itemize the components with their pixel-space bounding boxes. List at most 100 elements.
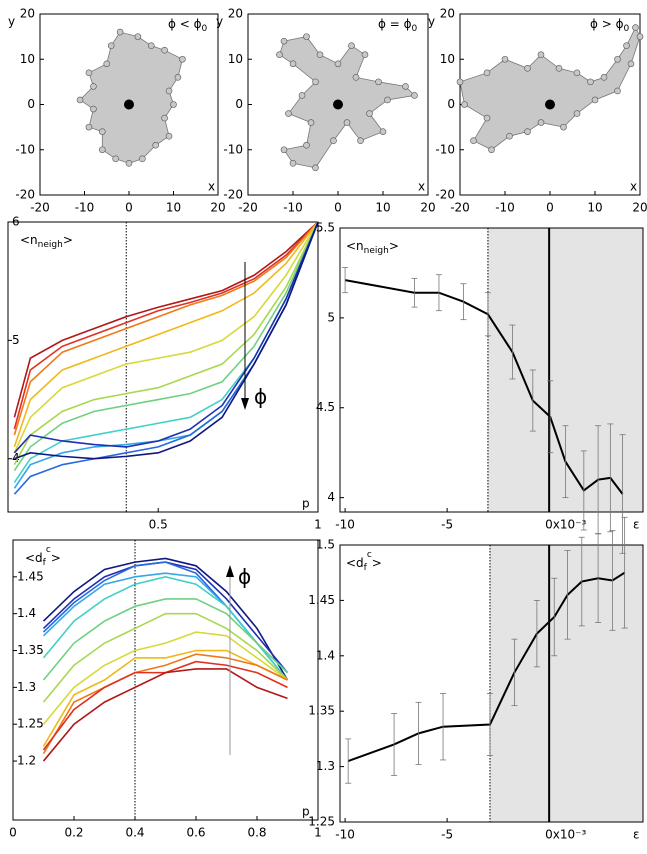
axes-frame [339, 544, 644, 823]
data-line [42, 649, 288, 747]
cluster-particle [330, 137, 337, 144]
cluster-particle [411, 92, 418, 99]
y-axis-label-part: > [51, 551, 61, 565]
error-bar [595, 425, 602, 534]
y-axis-label-part: <d [346, 556, 364, 570]
cluster-particle [587, 78, 594, 86]
cluster-particle [636, 33, 644, 40]
x-tick-label: -5 [441, 828, 453, 842]
cluster-particle [76, 96, 84, 104]
arrow-head [241, 398, 249, 410]
y-tick-label: 4 [327, 490, 335, 504]
data-line [13, 221, 319, 454]
cluster-particle [614, 55, 621, 63]
x-tick-label: 10 [375, 201, 390, 215]
y-axis-label-part: neigh [38, 240, 63, 250]
seed-particle [124, 99, 134, 110]
y-tick-label: 10 [440, 52, 455, 66]
y-tick-label: -20 [223, 188, 243, 202]
cluster-particle [614, 87, 621, 95]
cluster-particle [161, 46, 168, 54]
cluster-particle [632, 24, 639, 31]
y-tick-label: 0 [447, 97, 455, 111]
y-tick-label: 1.45 [308, 593, 335, 607]
error-bar [578, 536, 585, 627]
x-tick-label: 0.6 [186, 826, 205, 840]
cluster-particle [174, 74, 182, 81]
cluster-particle [165, 132, 173, 140]
error-bar [486, 693, 493, 756]
phi-arrow: ϕ [226, 565, 251, 755]
cluster-particle [147, 42, 155, 49]
shaded-region [489, 545, 643, 822]
panel-annotation-part: 0 [202, 24, 208, 34]
x-tick-label: 0.5 [149, 518, 168, 532]
error-bar [509, 324, 516, 380]
y-tick-label: 0 [27, 97, 35, 111]
y-tick-label: 1.4 [316, 648, 335, 662]
cluster-particle [501, 55, 509, 63]
y-axis-label: y [428, 15, 435, 29]
cluster-particle [90, 105, 97, 113]
axes-frame [12, 539, 319, 821]
x-tick-label: -10 [75, 201, 95, 215]
data-line [13, 221, 319, 430]
x-axis-label: p [302, 497, 310, 511]
y-tick-label: -10 [435, 142, 455, 156]
x-tick-label: -10 [495, 201, 515, 215]
error-bar [345, 738, 352, 784]
x-tick-label: 10 [587, 201, 602, 215]
data-line [13, 221, 319, 418]
y-axis-label-part: <n [20, 233, 38, 247]
cluster-particle [139, 155, 146, 163]
y-tick-label: 1.35 [308, 704, 335, 718]
y-tick-label: 1.35 [17, 643, 44, 657]
x-tick-label: 20 [420, 201, 435, 215]
data-line [13, 221, 319, 436]
cluster-particle [600, 74, 608, 81]
y-tick-label: 1.5 [316, 538, 335, 552]
axes-frame [7, 221, 319, 513]
cluster-particle [573, 69, 581, 77]
data-line [13, 221, 319, 472]
x-tick-label: 0.8 [247, 826, 266, 840]
cluster-particle [280, 37, 288, 45]
y-axis-label-part: > [63, 233, 73, 247]
cluster-particle [348, 42, 355, 49]
cluster-particle [316, 51, 324, 59]
data-line [42, 668, 288, 762]
x-axis-label: ε [633, 518, 640, 532]
cluster-particle [312, 78, 319, 86]
data-line [13, 221, 319, 448]
cluster-particle [375, 78, 382, 86]
error-bar [562, 425, 569, 499]
x-tick-label: 20 [632, 201, 647, 215]
y-tick-label: 5.5 [316, 221, 335, 235]
x-tick-label: 0x10⁻³ [545, 518, 586, 532]
error-bar [342, 267, 349, 294]
cluster-particle [289, 60, 297, 68]
y-tick-label: 10 [20, 52, 35, 66]
cluster-particle [112, 155, 119, 163]
panel-annotation: ϕ = ϕ0 [378, 17, 418, 34]
seed-particle [333, 99, 343, 110]
x-tick-label: 0.4 [125, 826, 144, 840]
y-axis-label: <dfc> [25, 545, 61, 568]
arrow-head [226, 565, 234, 577]
error-bar [435, 274, 442, 312]
data-line [42, 631, 288, 725]
cluster-particle [179, 55, 186, 63]
cluster-particle [483, 114, 491, 122]
phi-label: ϕ [254, 385, 267, 409]
x-tick-label: 0x10⁻³ [545, 828, 586, 842]
y-axis-label: y [216, 15, 223, 29]
cluster-particle [285, 110, 292, 117]
cluster-particle [524, 128, 531, 135]
cluster-particle [152, 141, 159, 149]
error-bar [607, 423, 614, 533]
x-tick-label: 0 [125, 201, 133, 215]
cluster-particle [537, 119, 545, 126]
cluster-particle [312, 164, 319, 172]
error-bar [529, 369, 536, 432]
cluster-particle [573, 110, 581, 117]
